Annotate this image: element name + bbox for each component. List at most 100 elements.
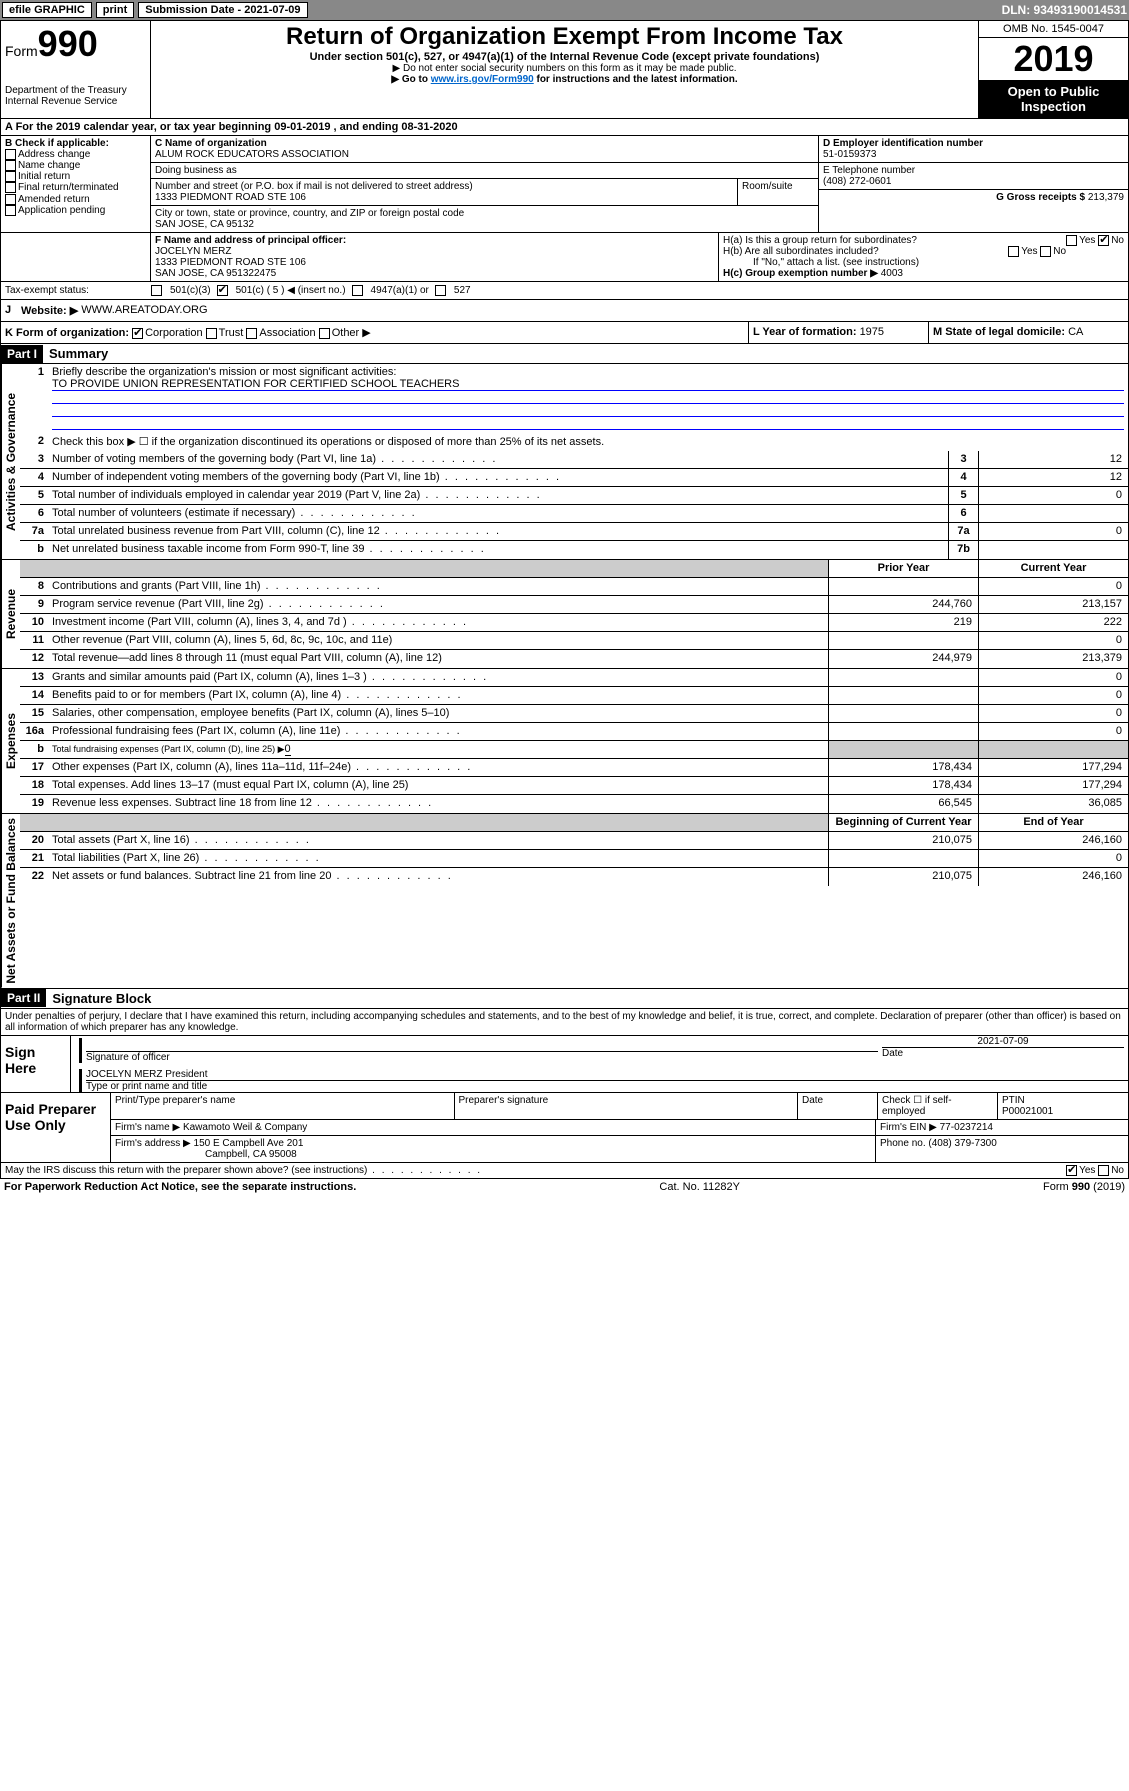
discuss-yes: Yes <box>1079 1165 1095 1176</box>
footer-left: For Paperwork Reduction Act Notice, see … <box>4 1181 356 1193</box>
firm-addr-label: Firm's address ▶ <box>115 1138 191 1149</box>
cal-end: 08-31-2020 <box>401 121 457 133</box>
hc-label: H(c) Group exemption number ▶ <box>723 268 878 279</box>
line9-prior: 244,760 <box>828 596 978 613</box>
line22-prior: 210,075 <box>828 868 978 886</box>
check-self-emp: Check ☐ if self-employed <box>878 1093 998 1119</box>
check-address[interactable] <box>5 149 16 160</box>
part2-title: Signature Block <box>46 989 157 1008</box>
sig-officer-label: Signature of officer <box>86 1052 878 1063</box>
dept-treasury: Department of the Treasury Internal Reve… <box>5 85 146 107</box>
print-button[interactable]: print <box>96 2 134 18</box>
org-name: ALUM ROCK EDUCATORS ASSOCIATION <box>155 149 814 160</box>
line15-prior <box>828 705 978 722</box>
sig-date-label: Date <box>882 1048 1124 1059</box>
line18-curr: 177,294 <box>978 777 1128 794</box>
cal-mid: , and ending <box>330 121 401 133</box>
hb-no-check[interactable] <box>1040 246 1051 257</box>
l-value: 1975 <box>860 326 884 338</box>
check-final[interactable] <box>5 182 16 193</box>
line7a-text: Total unrelated business revenue from Pa… <box>48 523 948 540</box>
line7a-val: 0 <box>978 523 1128 540</box>
begin-year-head: Beginning of Current Year <box>828 814 978 831</box>
line22-text: Net assets or fund balances. Subtract li… <box>48 868 828 886</box>
expenses-section: Expenses 13Grants and similar amounts pa… <box>0 669 1129 814</box>
line12-text: Total revenue—add lines 8 through 11 (mu… <box>48 650 828 668</box>
line10-text: Investment income (Part VIII, column (A)… <box>48 614 828 631</box>
line22-curr: 246,160 <box>978 868 1128 886</box>
ha-no-check[interactable] <box>1098 235 1109 246</box>
irs-link[interactable]: www.irs.gov/Form990 <box>431 74 534 85</box>
check-other[interactable] <box>319 328 330 339</box>
k-label: K Form of organization: <box>5 327 129 339</box>
discuss-yes-check[interactable] <box>1066 1165 1077 1176</box>
efile-label: efile GRAPHIC <box>2 2 92 18</box>
open-public-badge: Open to Public Inspection <box>979 80 1128 118</box>
side-revenue: Revenue <box>1 560 20 668</box>
line11-text: Other revenue (Part VIII, column (A), li… <box>48 632 828 649</box>
discuss-no-check[interactable] <box>1098 1165 1109 1176</box>
line6-val <box>978 505 1128 522</box>
prep-phone-label: Phone no. <box>880 1138 928 1149</box>
cal-prefix: A For the 2019 calendar year, or tax yea… <box>5 121 274 133</box>
ha-yes-check[interactable] <box>1066 235 1077 246</box>
website-value: WWW.AREATODAY.ORG <box>81 304 207 317</box>
goto-pre: ▶ Go to <box>391 74 430 85</box>
check-amended[interactable] <box>5 194 16 205</box>
hb-no: No <box>1053 246 1066 257</box>
line18-text: Total expenses. Add lines 13–17 (must eq… <box>48 777 828 794</box>
hb-yes-check[interactable] <box>1008 246 1019 257</box>
city-label: City or town, state or province, country… <box>155 208 814 219</box>
revenue-section: Revenue Prior YearCurrent Year 8Contribu… <box>0 560 1129 669</box>
line16b-val: 0 <box>285 743 291 756</box>
line11-curr: 0 <box>978 632 1128 649</box>
hb-note: If "No," attach a list. (see instruction… <box>723 257 1124 268</box>
ptin-label: PTIN <box>1002 1095 1124 1106</box>
end-year-head: End of Year <box>978 814 1128 831</box>
check-527[interactable] <box>435 285 446 296</box>
m-label: M State of legal domicile: <box>933 326 1068 338</box>
cal-begin: 09-01-2019 <box>274 121 330 133</box>
check-pending[interactable] <box>5 205 16 216</box>
check-4947[interactable] <box>352 285 363 296</box>
line8-curr: 0 <box>978 578 1128 595</box>
omb-number: OMB No. 1545-0047 <box>979 21 1128 38</box>
opt-4947: 4947(a)(1) or <box>371 285 429 296</box>
prep-phone: (408) 379-7300 <box>928 1138 996 1149</box>
check-initial[interactable] <box>5 171 16 182</box>
current-year-head: Current Year <box>978 560 1128 577</box>
part1-header: Part I Summary <box>0 344 1129 364</box>
j-label: J <box>5 304 21 317</box>
check-trust[interactable] <box>206 328 217 339</box>
ha-yes: Yes <box>1079 235 1095 246</box>
section-b-header: B Check if applicable: <box>5 138 146 149</box>
check-corp[interactable] <box>132 328 143 339</box>
check-501c3[interactable] <box>151 285 162 296</box>
street-value: 1333 PIEDMONT ROAD STE 106 <box>155 192 733 203</box>
dln-label: DLN: 93493190014531 <box>1002 3 1127 17</box>
room-label: Room/suite <box>738 179 818 205</box>
line21-text: Total liabilities (Part X, line 26) <box>48 850 828 867</box>
gross-label: G Gross receipts $ <box>996 192 1088 203</box>
hb-yes: Yes <box>1021 246 1037 257</box>
prep-date-label: Date <box>798 1093 878 1119</box>
section-fh: F Name and address of principal officer:… <box>0 233 1129 282</box>
net-assets-section: Net Assets or Fund Balances Beginning of… <box>0 814 1129 989</box>
line4-text: Number of independent voting members of … <box>48 469 948 486</box>
check-name[interactable] <box>5 160 16 171</box>
prep-name-label: Print/Type preparer's name <box>111 1093 455 1119</box>
line13-curr: 0 <box>978 669 1128 686</box>
form-subtitle: Under section 501(c), 527, or 4947(a)(1)… <box>153 51 976 63</box>
line14-curr: 0 <box>978 687 1128 704</box>
check-initial-label: Initial return <box>18 171 70 182</box>
line6-text: Total number of volunteers (estimate if … <box>48 505 948 522</box>
discuss-row: May the IRS discuss this return with the… <box>1 1162 1128 1178</box>
line17-curr: 177,294 <box>978 759 1128 776</box>
line5-text: Total number of individuals employed in … <box>48 487 948 504</box>
line16b-text: Total fundraising expenses (Part IX, col… <box>52 744 285 754</box>
check-assoc[interactable] <box>246 328 257 339</box>
line21-curr: 0 <box>978 850 1128 867</box>
city-value: SAN JOSE, CA 95132 <box>155 219 814 230</box>
phone-value: (408) 272-0601 <box>823 176 1124 187</box>
check-501c[interactable] <box>217 285 228 296</box>
